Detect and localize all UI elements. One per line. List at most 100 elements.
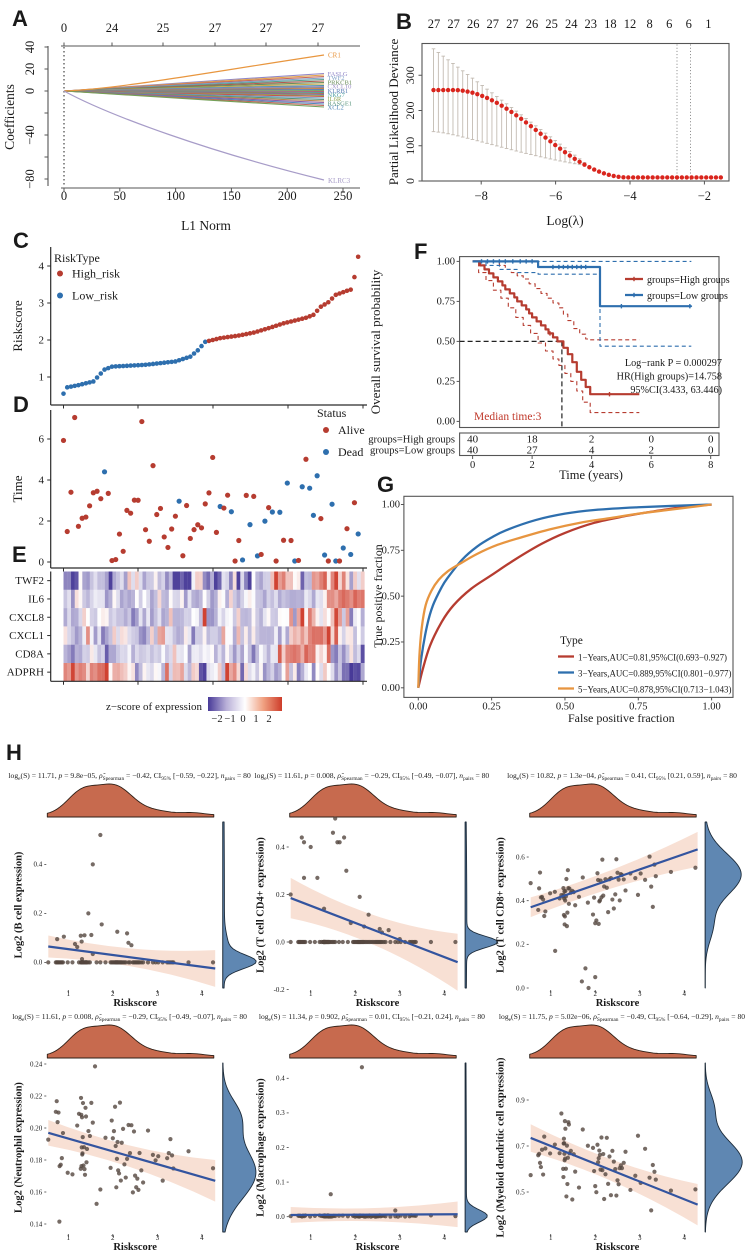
svg-text:PRKCB1: PRKCB1 xyxy=(328,79,353,86)
svg-text:1.00: 1.00 xyxy=(382,500,400,511)
svg-text:0.00: 0.00 xyxy=(437,417,455,428)
svg-text:27: 27 xyxy=(209,21,222,35)
svg-text:4: 4 xyxy=(39,475,45,487)
svg-text:0.5: 0.5 xyxy=(516,1188,525,1196)
svg-text:IL6R: IL6R xyxy=(328,96,342,103)
svg-text:2: 2 xyxy=(648,445,654,457)
svg-text:TWF2: TWF2 xyxy=(328,75,345,82)
svg-text:G: G xyxy=(377,472,394,497)
svg-text:0.4: 0.4 xyxy=(34,861,43,869)
svg-text:D: D xyxy=(13,392,29,417)
svg-text:Riskscore: Riskscore xyxy=(113,998,157,1009)
svg-text:TWF2: TWF2 xyxy=(15,575,44,587)
svg-text:−2: −2 xyxy=(211,714,222,725)
svg-text:8: 8 xyxy=(708,460,713,471)
svg-text:H: H xyxy=(6,740,22,765)
svg-text:groups=Low groups: groups=Low groups xyxy=(370,446,455,457)
svg-text:0.9: 0.9 xyxy=(516,1096,525,1104)
svg-text:1: 1 xyxy=(705,17,711,31)
svg-text:RiskType: RiskType xyxy=(54,251,100,265)
svg-text:Log2 (Myeloid dendritic cell e: Log2 (Myeloid dendritic cell expression) xyxy=(496,1057,507,1238)
svg-text:1: 1 xyxy=(309,990,313,998)
svg-text:Partial Likelihood Deviance: Partial Likelihood Deviance xyxy=(386,38,401,185)
svg-text:1: 1 xyxy=(67,990,71,998)
svg-text:loge​(S) = 11.34, p = 0.902, ρ: loge​(S) = 11.34, p = 0.902, ρ̂Spearman​… xyxy=(259,1012,485,1023)
svg-text:−80: −80 xyxy=(23,169,37,189)
svg-text:−2: −2 xyxy=(698,189,711,203)
svg-text:groups=High groups: groups=High groups xyxy=(368,435,455,446)
svg-text:0.24: 0.24 xyxy=(30,1060,43,1068)
svg-text:0.0: 0.0 xyxy=(276,1213,285,1221)
svg-text:Log2 (T cell CD4+ expression): Log2 (T cell CD4+ expression) xyxy=(256,837,267,973)
svg-text:Coefficients: Coefficients xyxy=(2,84,17,150)
svg-text:0: 0 xyxy=(708,434,714,446)
svg-text:1: 1 xyxy=(309,1234,313,1242)
svg-text:0.4: 0.4 xyxy=(276,843,285,851)
svg-text:0.2: 0.2 xyxy=(34,910,43,918)
svg-text:4: 4 xyxy=(683,1234,687,1242)
svg-text:2: 2 xyxy=(353,990,357,998)
svg-text:27: 27 xyxy=(487,17,500,31)
svg-text:40: 40 xyxy=(467,434,479,446)
svg-text:−8: −8 xyxy=(475,189,488,203)
svg-text:0.2: 0.2 xyxy=(276,1144,285,1152)
svg-text:Riskscore: Riskscore xyxy=(596,998,640,1009)
svg-text:18: 18 xyxy=(527,434,539,446)
svg-text:3−Years,AUC=0.889,95%CI(0.801−: 3−Years,AUC=0.889,95%CI(0.801−0.977) xyxy=(578,669,731,679)
svg-text:1.00: 1.00 xyxy=(702,702,720,713)
svg-text:0.75: 0.75 xyxy=(382,546,400,557)
svg-text:5−Years,AUC=0.878,95%CI(0.713−: 5−Years,AUC=0.878,95%CI(0.713−1.043) xyxy=(578,685,731,695)
svg-text:Riskscore: Riskscore xyxy=(596,1242,640,1252)
svg-text:Low_risk: Low_risk xyxy=(72,289,118,303)
svg-text:2: 2 xyxy=(39,335,45,347)
svg-text:KLRC3: KLRC3 xyxy=(328,177,351,185)
svg-text:200: 200 xyxy=(403,102,417,120)
svg-text:groups=High groups: groups=High groups xyxy=(647,275,730,286)
svg-text:0: 0 xyxy=(708,445,714,457)
svg-text:Overall survival probability: Overall survival probability xyxy=(368,269,383,414)
svg-text:−6: −6 xyxy=(549,189,562,203)
svg-text:2: 2 xyxy=(593,1234,597,1242)
svg-text:0.2: 0.2 xyxy=(516,941,525,949)
svg-text:0.7: 0.7 xyxy=(516,1142,525,1150)
svg-text:0.16: 0.16 xyxy=(30,1188,43,1196)
svg-text:2: 2 xyxy=(111,990,115,998)
svg-text:2: 2 xyxy=(111,1234,115,1242)
svg-text:0.0: 0.0 xyxy=(276,938,285,946)
svg-text:0.22: 0.22 xyxy=(30,1092,43,1100)
svg-text:1−Years,AUC=0.81,95%CI(0.693−0: 1−Years,AUC=0.81,95%CI(0.693−0.927) xyxy=(578,653,727,663)
svg-text:0.25: 0.25 xyxy=(482,702,500,713)
svg-text:ADPRH: ADPRH xyxy=(7,667,44,679)
svg-text:50: 50 xyxy=(114,189,127,203)
svg-text:4: 4 xyxy=(589,460,595,471)
svg-text:False positive fraction: False positive fraction xyxy=(568,711,675,725)
svg-text:E: E xyxy=(12,542,27,567)
svg-text:loge​(S) = 11.75, p = 5.02e−06: loge​(S) = 11.75, p = 5.02e−06, ρ̂Spearm… xyxy=(499,1012,745,1023)
svg-text:Log(λ): Log(λ) xyxy=(546,213,583,228)
svg-text:0.14: 0.14 xyxy=(30,1220,43,1228)
svg-text:High_risk: High_risk xyxy=(72,267,120,281)
svg-text:1: 1 xyxy=(39,372,45,384)
svg-text:4: 4 xyxy=(443,1234,447,1242)
svg-text:0.1: 0.1 xyxy=(276,1178,285,1186)
svg-text:250: 250 xyxy=(334,189,353,203)
svg-text:RASGE1: RASGE1 xyxy=(328,100,353,107)
svg-text:3: 3 xyxy=(39,298,45,310)
svg-text:2: 2 xyxy=(39,516,45,528)
svg-text:18: 18 xyxy=(604,17,617,31)
svg-text:0: 0 xyxy=(470,460,475,471)
svg-text:100: 100 xyxy=(403,137,417,155)
svg-text:0.0: 0.0 xyxy=(34,959,43,967)
svg-text:FASLG: FASLG xyxy=(328,71,348,78)
svg-text:C: C xyxy=(13,228,29,253)
svg-text:1: 1 xyxy=(253,714,258,725)
svg-text:100: 100 xyxy=(166,189,185,203)
svg-text:25: 25 xyxy=(545,17,558,31)
svg-text:CR1: CR1 xyxy=(328,52,341,60)
svg-text:Log2 (T cell CD8+ expression): Log2 (T cell CD8+ expression) xyxy=(496,837,507,973)
svg-text:27: 27 xyxy=(447,17,460,31)
svg-text:12: 12 xyxy=(624,17,637,31)
svg-text:loge​(S) = 10.82, p = 1.3e−04,: loge​(S) = 10.82, p = 1.3e−04, ρ̂Spearma… xyxy=(507,771,737,782)
svg-text:CD8A: CD8A xyxy=(15,648,44,660)
svg-text:0.25: 0.25 xyxy=(382,637,400,648)
